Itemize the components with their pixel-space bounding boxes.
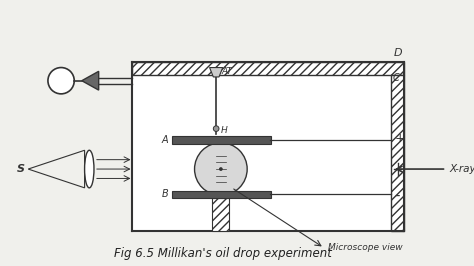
Text: Fig 6.5 Millikan's oil drop experiment: Fig 6.5 Millikan's oil drop experiment bbox=[114, 247, 332, 260]
Bar bbox=[133, 75, 391, 230]
Polygon shape bbox=[82, 71, 99, 90]
Text: H: H bbox=[221, 126, 228, 135]
Text: X-ray: X-ray bbox=[449, 164, 474, 174]
Text: Microscope view: Microscope view bbox=[328, 243, 402, 252]
Text: D: D bbox=[393, 48, 402, 58]
Bar bbox=[212, 198, 229, 231]
Text: S: S bbox=[17, 164, 25, 174]
Text: AT: AT bbox=[222, 67, 233, 76]
Text: -: - bbox=[395, 188, 400, 203]
Circle shape bbox=[48, 68, 74, 94]
Polygon shape bbox=[210, 68, 223, 77]
Text: B: B bbox=[162, 189, 168, 200]
Ellipse shape bbox=[84, 150, 94, 188]
Bar bbox=[172, 136, 271, 144]
Text: C: C bbox=[392, 73, 399, 83]
Text: +: + bbox=[395, 132, 405, 146]
Text: A: A bbox=[162, 135, 168, 145]
Circle shape bbox=[219, 167, 223, 171]
Bar bbox=[132, 62, 404, 75]
Bar bbox=[172, 191, 271, 198]
Bar bbox=[391, 75, 404, 231]
Circle shape bbox=[194, 143, 247, 195]
Circle shape bbox=[213, 126, 219, 131]
